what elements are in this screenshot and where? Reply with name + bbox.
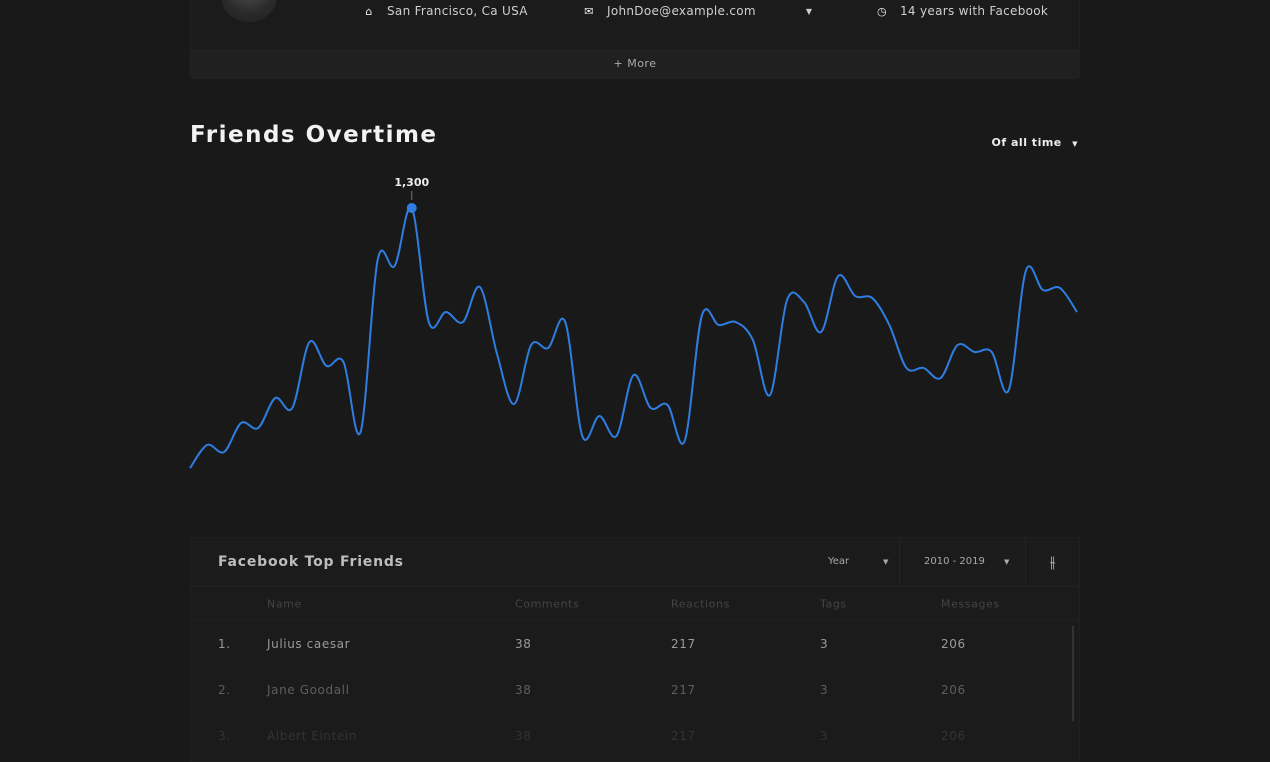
peak-label: 1,300 xyxy=(394,176,429,189)
top-friends-table: Facebook Top Friends Year ▼ 2010 - 2019 ▼ … xyxy=(190,537,1080,762)
cell-comments: 38 xyxy=(515,729,532,743)
cell-rank: 2. xyxy=(218,683,231,697)
cell-rank: 1. xyxy=(218,637,231,651)
clock-icon: ◷ xyxy=(877,4,887,18)
home-icon: ⌂ xyxy=(365,4,373,18)
cell-rank: 3. xyxy=(218,729,231,743)
tenure-info: ◷ 14 years with Facebook xyxy=(876,4,1048,18)
cell-reactions: 217 xyxy=(671,637,696,651)
cell-comments: 38 xyxy=(515,637,532,651)
range-dropdown[interactable]: Of all time ▼ xyxy=(992,136,1078,149)
location-info: ⌂ San Francisco, Ca USA xyxy=(363,4,528,18)
col-messages[interactable]: Messages xyxy=(941,597,1000,610)
email-text: JohnDoe@example.com xyxy=(607,4,756,18)
period-value: Year xyxy=(828,556,850,567)
profile-card: ⌂ San Francisco, Ca USA ✉ JohnDoe@exampl… xyxy=(190,0,1080,79)
cell-reactions: 217 xyxy=(671,729,696,743)
sliders-icon: ⫳ xyxy=(1049,552,1056,571)
chevron-down-icon: ▼ xyxy=(883,558,889,566)
years-value: 2010 - 2019 xyxy=(924,556,985,567)
years-select[interactable]: 2010 - 2019 ▼ xyxy=(899,538,1026,586)
table-title: Facebook Top Friends xyxy=(218,554,404,570)
chevron-down-icon: ▼ xyxy=(1004,558,1010,566)
range-label: Of all time xyxy=(991,136,1062,149)
cell-messages: 206 xyxy=(941,637,966,651)
cell-name: Jane Goodall xyxy=(267,683,350,697)
col-name[interactable]: Name xyxy=(267,597,302,610)
series-line xyxy=(189,206,1078,469)
chevron-down-icon[interactable]: ▼ xyxy=(805,6,813,16)
avatar xyxy=(221,0,277,22)
scrollbar[interactable] xyxy=(1072,626,1074,721)
cell-tags: 3 xyxy=(820,683,829,697)
cell-reactions: 217 xyxy=(671,683,696,697)
more-button[interactable]: + More xyxy=(191,49,1079,78)
col-reactions[interactable]: Reactions xyxy=(671,597,730,610)
col-comments[interactable]: Comments xyxy=(515,597,580,610)
tenure-text: 14 years with Facebook xyxy=(900,4,1049,18)
cell-tags: 3 xyxy=(820,729,829,743)
peak-point[interactable] xyxy=(406,203,417,213)
cell-tags: 3 xyxy=(820,637,829,651)
location-text: San Francisco, Ca USA xyxy=(387,4,528,18)
cell-name: Albert Eintein xyxy=(267,729,357,743)
cell-name: Julius caesar xyxy=(267,637,351,651)
filter-settings-button[interactable]: ⫳ xyxy=(1025,538,1079,586)
table-row[interactable]: 1. Julius caesar 38 217 3 206 xyxy=(191,621,1079,667)
mail-icon: ✉ xyxy=(584,4,594,18)
period-select[interactable]: Year ▼ xyxy=(801,538,899,586)
col-tags[interactable]: Tags xyxy=(820,597,847,610)
email-info[interactable]: ✉ JohnDoe@example.com ▼ xyxy=(583,4,812,18)
cell-messages: 206 xyxy=(941,683,966,697)
cell-messages: 206 xyxy=(941,729,966,743)
chart-title: Friends Overtime xyxy=(190,122,438,148)
cell-comments: 38 xyxy=(515,683,532,697)
friends-line-chart: 1,300 xyxy=(189,176,1078,469)
table-row[interactable]: 2. Jane Goodall 38 217 3 206 xyxy=(191,667,1079,713)
chevron-down-icon: ▼ xyxy=(1072,140,1078,148)
table-row[interactable]: 3. Albert Eintein 38 217 3 206 xyxy=(191,713,1079,759)
table-header-row: Name Comments Reactions Tags Messages xyxy=(191,587,1079,621)
